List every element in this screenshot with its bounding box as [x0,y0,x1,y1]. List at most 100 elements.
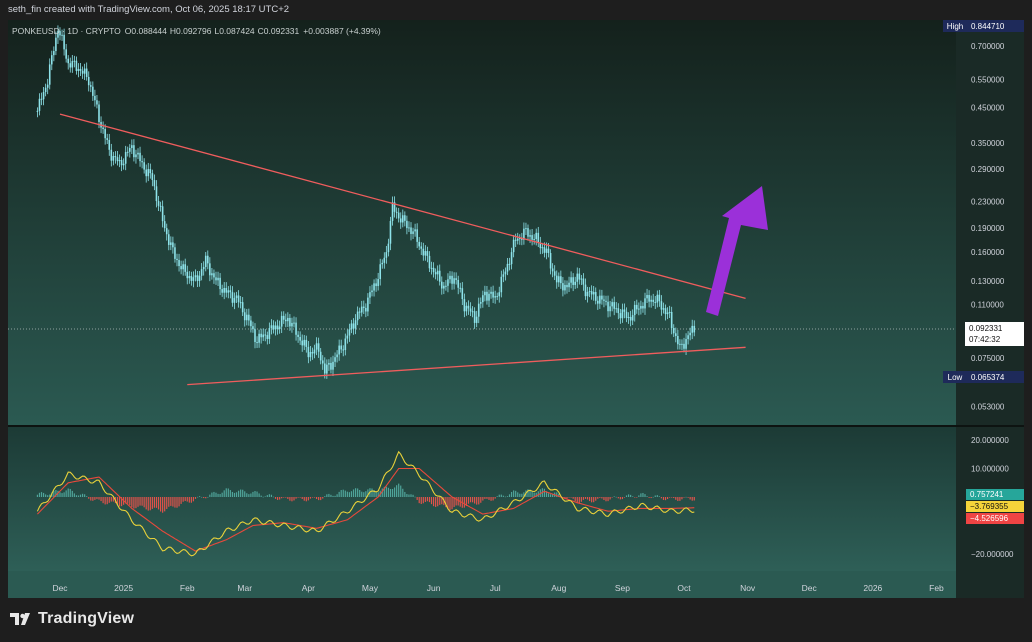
candle-body [611,302,613,307]
candle-body [235,295,238,299]
candle-body [679,343,681,345]
time-tick-label: 2025 [114,583,133,593]
candle-body [401,215,404,223]
histogram-bar [227,488,229,497]
candle-body [609,306,611,312]
histogram-bar [55,489,57,497]
candle-body [492,291,494,298]
candle-body [309,351,312,358]
histogram-bar [527,489,529,497]
histogram-bar [149,497,151,511]
histogram-bar [225,488,227,497]
candle-body [570,277,572,283]
time-tick-label: Nov [740,583,756,593]
candle-body [141,161,143,163]
histogram-bar [157,497,160,510]
histogram-bar [318,497,320,501]
histogram-bar [437,497,439,507]
histogram-bar [675,497,677,500]
header-bar: seth_fin created with TradingView.com, O… [0,0,1032,20]
candle-body [490,291,492,294]
candle-body [126,151,129,153]
histogram-bar [449,497,451,510]
histogram-bar [100,497,102,502]
histogram-bar [131,497,133,508]
histogram-bar [426,497,429,502]
histogram-bar [615,496,617,498]
candle-body [588,291,591,293]
histogram-bar [383,486,385,497]
histogram-bar [580,497,582,502]
histogram-bar [334,495,336,497]
histogram-bar [471,497,474,503]
histogram-bar [326,494,328,497]
resistance-trendline [59,113,746,299]
candle-body [461,288,464,300]
histogram-bar [153,497,156,508]
candle-body [621,309,624,319]
candle-body [328,362,330,365]
low-value-badge [967,371,1024,383]
candle-body [213,273,215,278]
histogram-bar [166,497,168,509]
histogram-bar [38,492,41,497]
histogram-bar [246,493,248,497]
candle-body [656,294,659,303]
histogram-bar [671,497,673,498]
chart-svg[interactable]: 0.700000 0.550000 0.450000 0.350000 0.290000… [8,20,1024,598]
time-tick-label: Jul [490,583,501,593]
candle-body [124,152,127,164]
legend-open: 0.088444 [131,26,167,36]
histogram-bar [174,497,176,508]
candle-body [67,58,70,64]
candle-body [87,76,90,86]
candle-body [365,307,367,312]
candle-body [38,98,41,111]
candle-body [535,232,538,240]
histogram-bar [673,497,675,499]
histogram-bar [176,497,178,508]
legend-change: +0.003887 (+4.39%) [303,26,381,36]
histogram-bar [603,497,605,501]
candle-body [527,228,529,237]
histogram-bar [490,497,492,501]
histogram-bar [320,497,322,501]
candle-body [211,273,213,276]
candle-body [440,281,443,289]
candle-body [605,300,607,302]
histogram-bar [658,496,660,497]
histogram-bar [500,494,502,497]
histogram-bar [81,493,84,497]
candle-body [268,328,271,339]
histogram-bar [293,497,295,501]
candle-body [416,229,418,242]
histogram-bar [445,497,447,508]
histogram-bar [535,492,537,497]
high-label: High [947,22,963,31]
candle-body [229,290,232,293]
candle-body [243,312,246,321]
hist-badge [966,489,1024,500]
histogram-bar [521,493,523,497]
histogram-bar [307,497,309,501]
histogram-bar [221,492,223,497]
candle-body [438,270,441,282]
chart-frame[interactable]: 0.700000 0.550000 0.450000 0.350000 0.290000… [8,20,1024,598]
brand[interactable]: TradingView [10,610,134,628]
histogram-bar [404,491,406,497]
histogram-bar [669,497,671,498]
histogram-bar [106,497,108,505]
candle-body [143,162,145,170]
time-tick-label: Oct [677,583,691,593]
histogram-bar [260,495,262,497]
time-tick-label: Feb [180,583,195,593]
candle-body [580,278,583,280]
histogram-bar [330,494,332,497]
candle-body [648,295,650,302]
candle-body [305,339,308,347]
histogram-bar [84,494,86,497]
candle-body [592,292,595,295]
candle-body [270,325,273,329]
candle-body [295,322,297,335]
histogram-bar [435,497,437,507]
